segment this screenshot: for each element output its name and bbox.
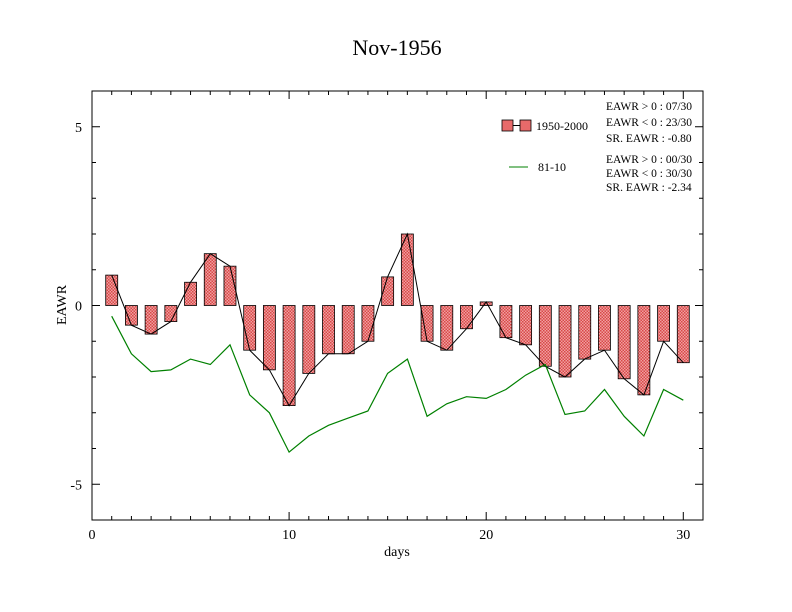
x-tick-label: 10 bbox=[282, 528, 296, 543]
legend-label-1950-2000: 1950-2000 bbox=[536, 119, 588, 133]
y-tick-label: 5 bbox=[75, 121, 82, 136]
bar-day-12 bbox=[322, 305, 335, 355]
series-line-81-10 bbox=[111, 315, 684, 454]
x-tick-label: 0 bbox=[89, 528, 96, 543]
bar-day-1 bbox=[105, 274, 119, 306]
legend-stat-8110-positive: EAWR > 0 : 00/30 bbox=[606, 154, 692, 166]
legend-stat-8110-sr: SR. EAWR : -2.34 bbox=[606, 182, 692, 194]
legend-stat-1950-positive: EAWR > 0 : 07/30 bbox=[606, 101, 692, 113]
legend-stat-1950-negative: EAWR < 0 : 23/30 bbox=[606, 117, 692, 129]
axis-ticks: 0 10 20 30 -5 0 5 bbox=[70, 90, 703, 543]
y-tick-label: -5 bbox=[70, 478, 82, 493]
bar-day-28 bbox=[637, 305, 651, 396]
bar-day-6 bbox=[203, 253, 217, 306]
x-axis-label: days bbox=[384, 545, 410, 560]
y-axis-label: EAWR bbox=[55, 284, 70, 325]
bar-day-13 bbox=[341, 305, 355, 355]
x-tick-label: 30 bbox=[676, 528, 690, 543]
bar-day-9 bbox=[262, 305, 276, 371]
bar-day-14 bbox=[361, 305, 375, 342]
bar-series-1950-2000 bbox=[105, 233, 690, 406]
bar-day-29 bbox=[657, 305, 670, 342]
bar-day-10 bbox=[282, 305, 296, 406]
bar-day-27 bbox=[617, 305, 631, 380]
series-line-1950-2000 bbox=[111, 232, 684, 407]
legend-label-81-10: 81-10 bbox=[538, 160, 566, 174]
legend-stat-8110-negative: EAWR < 0 : 30/30 bbox=[606, 168, 692, 180]
legend-bar-swatch-left bbox=[501, 119, 514, 132]
bar-day-26 bbox=[598, 305, 611, 351]
bar-day-17 bbox=[420, 305, 434, 342]
legend: 1950-2000 EAWR > 0 : 07/30 EAWR < 0 : 23… bbox=[501, 101, 692, 194]
x-tick-label: 20 bbox=[479, 528, 493, 543]
legend-bar-swatch-right bbox=[519, 119, 532, 132]
bar-day-3 bbox=[144, 305, 158, 335]
bar-day-5 bbox=[184, 281, 197, 306]
legend-stat-1950-sr: SR. EAWR : -0.80 bbox=[606, 133, 692, 145]
bar-day-25 bbox=[578, 305, 592, 360]
chart-title: Nov-1956 bbox=[352, 35, 441, 60]
y-tick-label: 0 bbox=[75, 300, 82, 315]
bar-day-21 bbox=[499, 305, 513, 339]
bar-day-8 bbox=[243, 305, 257, 351]
bar-day-30 bbox=[676, 305, 690, 364]
bar-day-11 bbox=[302, 305, 316, 374]
line-layer bbox=[111, 232, 684, 454]
bar-day-22 bbox=[519, 305, 533, 346]
bar-day-23 bbox=[538, 305, 552, 367]
bar-day-16 bbox=[400, 233, 414, 306]
bar-day-18 bbox=[440, 305, 454, 351]
bar-day-19 bbox=[460, 305, 473, 330]
bar-day-24 bbox=[558, 305, 572, 378]
